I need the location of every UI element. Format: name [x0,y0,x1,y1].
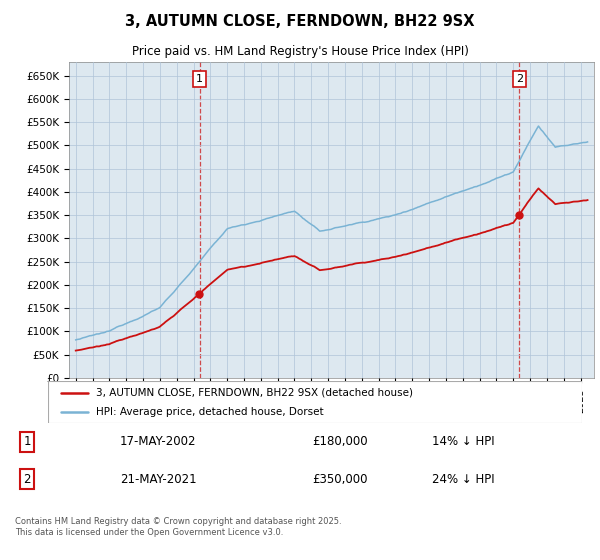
Text: 1: 1 [196,74,203,84]
Text: 3, AUTUMN CLOSE, FERNDOWN, BH22 9SX: 3, AUTUMN CLOSE, FERNDOWN, BH22 9SX [125,14,475,29]
Text: 2: 2 [516,74,523,84]
Text: 24% ↓ HPI: 24% ↓ HPI [432,473,494,486]
Text: £180,000: £180,000 [312,435,368,449]
Text: £350,000: £350,000 [312,473,367,486]
Text: 1: 1 [23,435,31,449]
FancyBboxPatch shape [48,381,582,423]
Text: HPI: Average price, detached house, Dorset: HPI: Average price, detached house, Dors… [96,407,323,417]
Text: 2: 2 [23,473,31,486]
Text: Price paid vs. HM Land Registry's House Price Index (HPI): Price paid vs. HM Land Registry's House … [131,45,469,58]
Text: 14% ↓ HPI: 14% ↓ HPI [432,435,494,449]
Text: Contains HM Land Registry data © Crown copyright and database right 2025.
This d: Contains HM Land Registry data © Crown c… [15,517,341,536]
Text: 3, AUTUMN CLOSE, FERNDOWN, BH22 9SX (detached house): 3, AUTUMN CLOSE, FERNDOWN, BH22 9SX (det… [96,388,413,398]
Text: 21-MAY-2021: 21-MAY-2021 [120,473,197,486]
Text: 17-MAY-2002: 17-MAY-2002 [120,435,197,449]
